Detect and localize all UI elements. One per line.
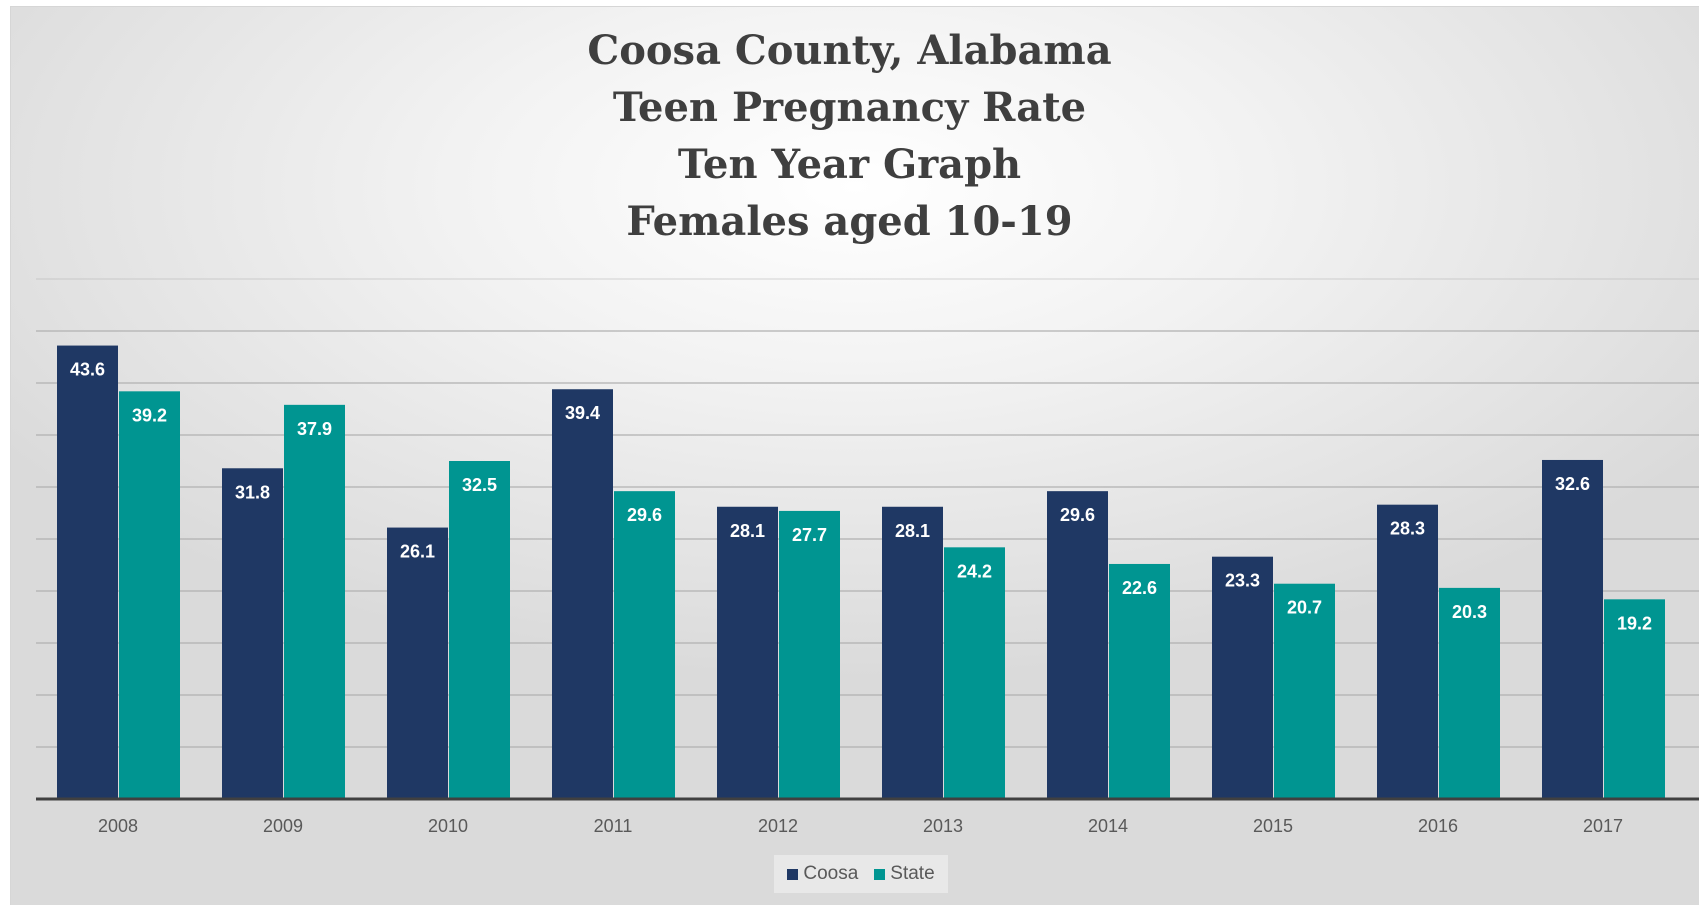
bar-group-2011: 39.4 29.6 bbox=[552, 389, 675, 799]
data-label-state-2017: 19.2 bbox=[1617, 613, 1652, 633]
bar-group-2014: 29.6 22.6 bbox=[1047, 491, 1170, 799]
x-tick-label-2009: 2009 bbox=[263, 816, 303, 836]
bar-group-2008: 43.6 39.2 bbox=[57, 345, 180, 799]
bar-state-2011 bbox=[614, 491, 675, 799]
data-label-state-2009: 37.9 bbox=[297, 419, 332, 439]
x-tick-label-2013: 2013 bbox=[923, 816, 963, 836]
chart-title-line-4: Females aged 10-19 bbox=[626, 198, 1073, 245]
bar-group-2012: 28.1 27.7 bbox=[717, 506, 840, 799]
x-tick-label-2011: 2011 bbox=[594, 816, 633, 836]
legend-label-state: State bbox=[890, 863, 935, 884]
bar-group-2017: 32.6 19.2 bbox=[1542, 459, 1665, 799]
bar-coosa-2009 bbox=[222, 468, 283, 799]
chart-title-line-3: Ten Year Graph bbox=[677, 141, 1022, 188]
data-label-coosa-2010: 26.1 bbox=[400, 542, 435, 562]
legend-swatch-state bbox=[874, 868, 886, 880]
data-label-coosa-2016: 28.3 bbox=[1390, 519, 1425, 539]
bar-group-2015: 23.3 20.7 bbox=[1212, 556, 1335, 799]
bar-coosa-2017 bbox=[1542, 459, 1603, 799]
x-tick-label-2017: 2017 bbox=[1583, 816, 1623, 836]
data-label-state-2016: 20.3 bbox=[1452, 602, 1487, 622]
x-tick-label-2015: 2015 bbox=[1253, 816, 1293, 836]
bar-group-2010: 26.1 32.5 bbox=[387, 461, 510, 799]
bar-state-2015 bbox=[1274, 583, 1335, 799]
x-tick-label-2014: 2014 bbox=[1088, 816, 1128, 836]
data-label-coosa-2012: 28.1 bbox=[730, 521, 765, 541]
bar-state-2012 bbox=[779, 510, 840, 799]
bar-group-2016: 28.3 20.3 bbox=[1377, 504, 1500, 799]
bar-coosa-2016 bbox=[1377, 504, 1438, 799]
legend-item-state: State bbox=[874, 863, 935, 885]
chart-title-line-1: Coosa County, Alabama bbox=[587, 27, 1112, 74]
chart-title: Coosa County, Alabama Teen Pregnancy Rat… bbox=[0, 22, 1699, 250]
x-tick-label-2012: 2012 bbox=[758, 816, 798, 836]
bar-state-2013 bbox=[944, 547, 1005, 799]
data-label-state-2010: 32.5 bbox=[462, 475, 497, 495]
bar-coosa-2015 bbox=[1212, 556, 1273, 799]
bar-coosa-2014 bbox=[1047, 491, 1108, 799]
x-axis: 2008 2009 2010 2011 2012 2013 2014 2015 2016 2017 bbox=[36, 797, 1699, 836]
x-tick-label-2016: 2016 bbox=[1418, 816, 1458, 836]
bar-state-2016 bbox=[1439, 587, 1500, 799]
bar-state-2017 bbox=[1604, 599, 1665, 799]
legend: Coosa State bbox=[774, 855, 948, 893]
bar-coosa-2010 bbox=[387, 527, 448, 799]
data-label-state-2008: 39.2 bbox=[132, 405, 167, 425]
bar-state-2008 bbox=[119, 391, 180, 799]
bar-coosa-2012 bbox=[717, 506, 778, 799]
legend-item-coosa: Coosa bbox=[787, 863, 858, 885]
x-tick-label-2008: 2008 bbox=[98, 816, 138, 836]
bar-coosa-2011 bbox=[552, 389, 613, 799]
data-label-coosa-2009: 31.8 bbox=[235, 482, 270, 502]
bars: 43.6 39.2 31.8 37.9 26.1 32.5 39.4 29.6 28.1 27.7… bbox=[57, 345, 1665, 799]
data-label-state-2015: 20.7 bbox=[1287, 598, 1322, 618]
data-label-state-2013: 24.2 bbox=[957, 561, 992, 581]
bar-coosa-2013 bbox=[882, 506, 943, 799]
data-label-coosa-2014: 29.6 bbox=[1060, 505, 1095, 525]
bar-state-2009 bbox=[284, 404, 345, 799]
legend-swatch-coosa bbox=[787, 868, 799, 880]
data-label-coosa-2011: 39.4 bbox=[565, 403, 600, 423]
data-label-coosa-2013: 28.1 bbox=[895, 521, 930, 541]
data-label-coosa-2017: 32.6 bbox=[1555, 474, 1590, 494]
bar-state-2014 bbox=[1109, 563, 1170, 799]
data-label-coosa-2015: 23.3 bbox=[1225, 571, 1260, 591]
data-label-coosa-2008: 43.6 bbox=[70, 360, 105, 380]
data-label-state-2014: 22.6 bbox=[1122, 578, 1157, 598]
legend-label-coosa: Coosa bbox=[803, 863, 859, 884]
data-label-state-2012: 27.7 bbox=[792, 525, 827, 545]
chart-title-line-2: Teen Pregnancy Rate bbox=[612, 84, 1087, 131]
x-tick-label-2010: 2010 bbox=[428, 816, 468, 836]
bar-coosa-2008 bbox=[57, 345, 118, 799]
bar-state-2010 bbox=[449, 461, 510, 799]
data-label-state-2011: 29.6 bbox=[627, 505, 662, 525]
bar-group-2009: 31.8 37.9 bbox=[222, 404, 345, 799]
bar-group-2013: 28.1 24.2 bbox=[882, 506, 1005, 799]
